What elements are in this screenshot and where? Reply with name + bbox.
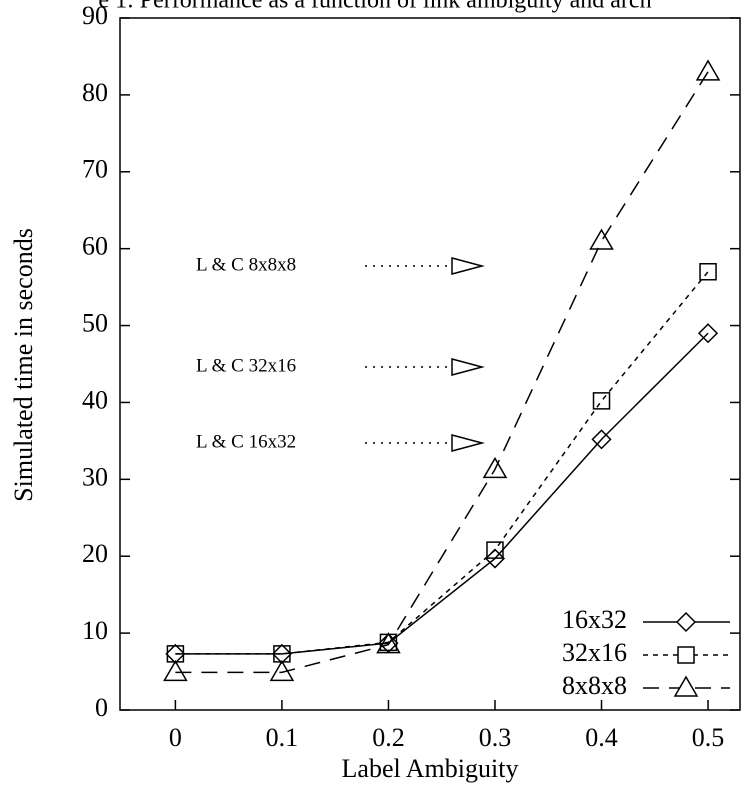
annotation: L & C 8x8x8 (196, 254, 296, 275)
legend-marker (675, 611, 697, 633)
legend-marker (673, 675, 699, 697)
y-tick-label: 40 (82, 385, 108, 414)
y-axis-label: Simulated time in seconds (9, 228, 38, 502)
x-axis-label: Label Ambiguity (342, 754, 519, 783)
x-tick-label: 0.4 (585, 723, 618, 752)
annotation-arrow-head (451, 257, 485, 275)
data-point (591, 429, 612, 450)
data-point (269, 659, 295, 682)
series-line (175, 332, 709, 655)
data-point (486, 541, 504, 559)
annotation: L & C 32x16 (196, 355, 296, 376)
series-line (175, 71, 709, 674)
data-point (484, 548, 506, 569)
y-tick-label: 50 (82, 309, 108, 338)
data-point (695, 59, 721, 81)
data-point (163, 659, 188, 682)
y-tick-label: 80 (82, 78, 108, 107)
data-point (482, 456, 508, 479)
legend-label: 16x32 (562, 605, 627, 634)
y-tick-label: 30 (82, 462, 108, 491)
legend-marker (677, 646, 695, 664)
legend-label: 8x8x8 (562, 671, 627, 700)
chart-title: e 1: Performance as a function of link a… (98, 0, 651, 14)
data-point (592, 392, 611, 410)
plot-frame (119, 17, 741, 711)
x-tick-label: 0 (169, 723, 182, 752)
y-tick-label: 20 (82, 539, 108, 568)
data-point (379, 633, 398, 652)
data-point (699, 262, 717, 281)
annotation-arrow-head (451, 434, 485, 452)
y-tick-label: 0 (95, 693, 108, 722)
data-point (697, 323, 719, 344)
y-tick-label: 70 (82, 155, 108, 184)
data-point (166, 645, 185, 663)
y-tick-label: 90 (82, 1, 108, 30)
data-point (376, 632, 401, 654)
annotation: L & C 16x32 (196, 431, 296, 452)
data-point (589, 228, 614, 250)
series-line (175, 271, 709, 655)
data-point (271, 643, 292, 664)
annotation-arrow-head (451, 358, 485, 376)
x-tick-label: 0.1 (266, 723, 299, 752)
x-tick-label: 0.3 (479, 723, 512, 752)
y-tick-label: 10 (82, 616, 108, 645)
x-tick-label: 0.5 (692, 723, 725, 752)
data-point (273, 645, 291, 663)
legend-label: 32x16 (562, 638, 627, 667)
y-tick-label: 60 (82, 232, 108, 261)
x-tick-label: 0.2 (372, 723, 405, 752)
data-point (165, 643, 186, 664)
